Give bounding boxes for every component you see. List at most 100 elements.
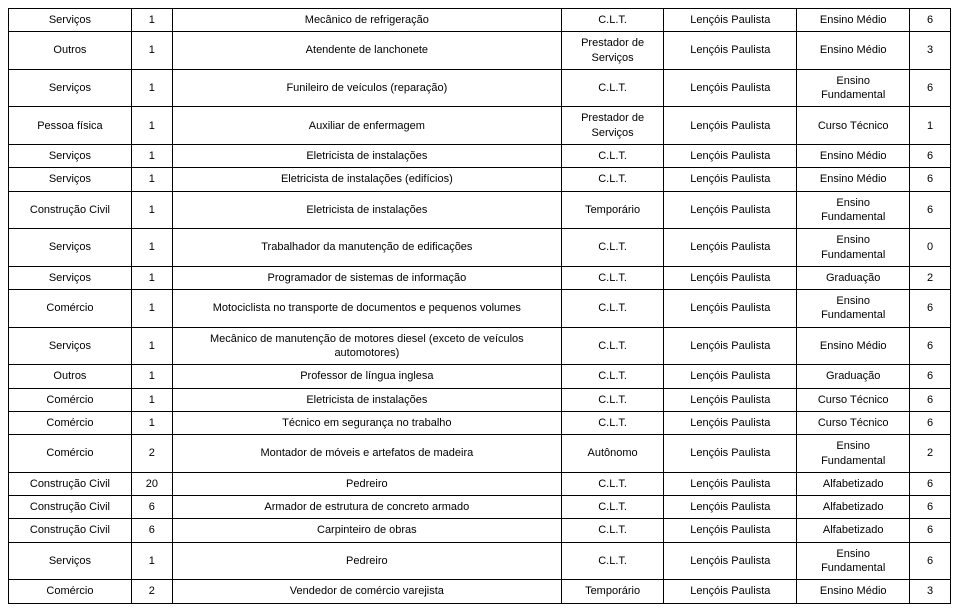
cell-education: Alfabetizado [797, 472, 910, 495]
job-listings-table: Serviços1Mecânico de refrigeraçãoC.L.T.L… [8, 8, 951, 604]
cell-sector: Comércio [9, 580, 132, 603]
table-row: Pessoa física1Auxiliar de enfermagemPres… [9, 107, 951, 145]
cell-education: Ensino Médio [797, 32, 910, 70]
cell-city: Lençóis Paulista [664, 580, 797, 603]
cell-education: Graduação [797, 365, 910, 388]
cell-education: Ensino Fundamental [797, 435, 910, 473]
cell-contract: C.L.T. [561, 388, 663, 411]
table-row: Comércio2Vendedor de comércio varejistaT… [9, 580, 951, 603]
cell-months: 3 [910, 32, 951, 70]
cell-sector: Comércio [9, 290, 132, 328]
cell-qty: 6 [131, 496, 172, 519]
cell-city: Lençóis Paulista [664, 542, 797, 580]
cell-occupation: Eletricista de instalações [172, 388, 561, 411]
cell-contract: C.L.T. [561, 411, 663, 434]
cell-education: Ensino Médio [797, 580, 910, 603]
table-row: Outros1Professor de língua inglesaC.L.T.… [9, 365, 951, 388]
cell-occupation: Programador de sistemas de informação [172, 266, 561, 289]
cell-months: 6 [910, 519, 951, 542]
table-row: Serviços1Mecânico de refrigeraçãoC.L.T.L… [9, 9, 951, 32]
cell-occupation: Mecânico de manutenção de motores diesel… [172, 327, 561, 365]
cell-occupation: Mecânico de refrigeração [172, 9, 561, 32]
cell-occupation: Pedreiro [172, 472, 561, 495]
table-row: Serviços1Funileiro de veículos (reparaçã… [9, 69, 951, 107]
cell-city: Lençóis Paulista [664, 266, 797, 289]
cell-contract: Autônomo [561, 435, 663, 473]
cell-months: 6 [910, 388, 951, 411]
cell-education: Ensino Fundamental [797, 69, 910, 107]
cell-sector: Serviços [9, 542, 132, 580]
cell-city: Lençóis Paulista [664, 365, 797, 388]
table-row: Comércio1Técnico em segurança no trabalh… [9, 411, 951, 434]
cell-qty: 20 [131, 472, 172, 495]
cell-occupation: Eletricista de instalações (edifícios) [172, 168, 561, 191]
cell-qty: 1 [131, 145, 172, 168]
cell-city: Lençóis Paulista [664, 229, 797, 267]
cell-months: 1 [910, 107, 951, 145]
cell-qty: 6 [131, 519, 172, 542]
cell-months: 6 [910, 145, 951, 168]
cell-contract: C.L.T. [561, 266, 663, 289]
cell-education: Ensino Fundamental [797, 290, 910, 328]
table-row: Construção Civil6Armador de estrutura de… [9, 496, 951, 519]
cell-education: Ensino Médio [797, 327, 910, 365]
cell-education: Alfabetizado [797, 496, 910, 519]
cell-months: 6 [910, 191, 951, 229]
cell-contract: Prestador de Serviços [561, 32, 663, 70]
cell-qty: 1 [131, 168, 172, 191]
cell-qty: 1 [131, 9, 172, 32]
cell-occupation: Vendedor de comércio varejista [172, 580, 561, 603]
cell-education: Ensino Fundamental [797, 229, 910, 267]
cell-city: Lençóis Paulista [664, 9, 797, 32]
cell-months: 6 [910, 168, 951, 191]
cell-months: 6 [910, 365, 951, 388]
cell-sector: Construção Civil [9, 496, 132, 519]
cell-education: Ensino Fundamental [797, 191, 910, 229]
cell-city: Lençóis Paulista [664, 145, 797, 168]
cell-qty: 1 [131, 327, 172, 365]
cell-contract: C.L.T. [561, 69, 663, 107]
cell-contract: C.L.T. [561, 496, 663, 519]
cell-months: 6 [910, 496, 951, 519]
cell-city: Lençóis Paulista [664, 472, 797, 495]
cell-city: Lençóis Paulista [664, 388, 797, 411]
cell-city: Lençóis Paulista [664, 327, 797, 365]
cell-sector: Serviços [9, 69, 132, 107]
table-row: Serviços1Eletricista de instalações (edi… [9, 168, 951, 191]
cell-education: Ensino Médio [797, 9, 910, 32]
cell-sector: Serviços [9, 9, 132, 32]
cell-sector: Construção Civil [9, 472, 132, 495]
cell-sector: Serviços [9, 229, 132, 267]
table-row: Construção Civil6Carpinteiro de obrasC.L… [9, 519, 951, 542]
cell-sector: Construção Civil [9, 519, 132, 542]
table-row: Serviços1Programador de sistemas de info… [9, 266, 951, 289]
cell-occupation: Professor de língua inglesa [172, 365, 561, 388]
cell-contract: C.L.T. [561, 168, 663, 191]
cell-city: Lençóis Paulista [664, 168, 797, 191]
cell-contract: C.L.T. [561, 519, 663, 542]
cell-qty: 1 [131, 388, 172, 411]
cell-contract: C.L.T. [561, 327, 663, 365]
cell-qty: 1 [131, 69, 172, 107]
cell-months: 2 [910, 435, 951, 473]
cell-qty: 2 [131, 435, 172, 473]
cell-sector: Comércio [9, 388, 132, 411]
cell-sector: Comércio [9, 435, 132, 473]
cell-months: 6 [910, 327, 951, 365]
table-row: Comércio1Eletricista de instalaçõesC.L.T… [9, 388, 951, 411]
cell-qty: 1 [131, 191, 172, 229]
table-row: Construção Civil20PedreiroC.L.T.Lençóis … [9, 472, 951, 495]
cell-contract: C.L.T. [561, 290, 663, 328]
table-row: Outros1Atendente de lanchonetePrestador … [9, 32, 951, 70]
cell-months: 3 [910, 580, 951, 603]
cell-months: 6 [910, 411, 951, 434]
cell-months: 6 [910, 472, 951, 495]
table-row: Serviços1Eletricista de instalaçõesC.L.T… [9, 145, 951, 168]
cell-occupation: Funileiro de veículos (reparação) [172, 69, 561, 107]
cell-qty: 1 [131, 229, 172, 267]
cell-contract: Temporário [561, 580, 663, 603]
cell-education: Ensino Fundamental [797, 542, 910, 580]
cell-sector: Serviços [9, 266, 132, 289]
cell-contract: C.L.T. [561, 542, 663, 580]
cell-city: Lençóis Paulista [664, 32, 797, 70]
